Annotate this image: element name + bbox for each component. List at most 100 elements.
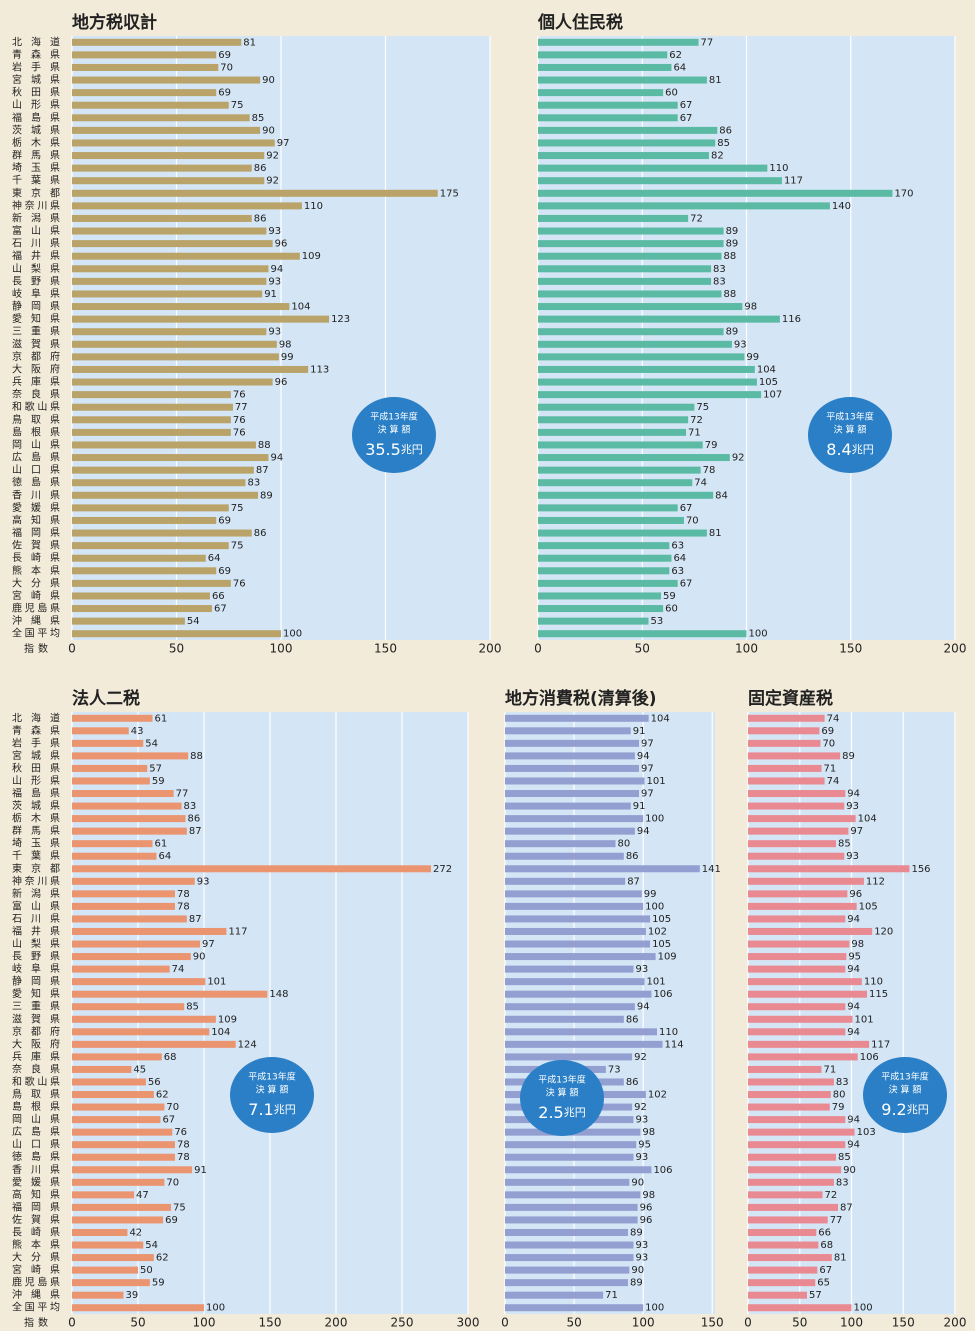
x-tick-label: 0	[68, 1316, 76, 1330]
value-label: 94	[847, 1002, 860, 1013]
category-label: 新潟県	[12, 887, 60, 900]
value-label: 83	[247, 478, 260, 489]
value-label: 76	[174, 1127, 187, 1138]
value-label: 96	[640, 1202, 653, 1213]
category-label: 長崎県	[12, 551, 60, 564]
bar	[748, 1128, 855, 1136]
value-label: 77	[701, 37, 714, 48]
value-label: 47	[136, 1190, 149, 1201]
bar	[72, 714, 153, 722]
bar	[72, 1141, 175, 1149]
value-label: 85	[186, 1002, 199, 1013]
category-label: 福島県	[12, 787, 60, 800]
value-label: 73	[608, 1064, 621, 1075]
value-label: 100	[283, 629, 302, 640]
badge-line1: 平成13年度	[881, 1071, 928, 1083]
value-label: 79	[832, 1102, 845, 1113]
category-label: 静岡県	[12, 975, 60, 988]
bar	[538, 466, 701, 474]
value-label: 105	[652, 939, 671, 950]
bar	[538, 89, 664, 97]
value-label: 80	[833, 1090, 846, 1101]
bar	[748, 1116, 846, 1124]
bar	[748, 1015, 853, 1023]
category-label: 宮崎県	[12, 1263, 60, 1276]
bar	[538, 51, 668, 59]
bar	[538, 454, 730, 462]
value-label: 106	[860, 1052, 879, 1063]
bar	[748, 1178, 834, 1186]
value-label: 62	[669, 50, 682, 61]
value-label: 57	[809, 1290, 822, 1301]
value-label: 63	[671, 566, 684, 577]
bar	[505, 840, 616, 848]
value-label: 67	[680, 503, 693, 514]
bar	[505, 852, 624, 860]
bar	[505, 1228, 628, 1236]
bar	[72, 63, 219, 71]
bar	[748, 1291, 807, 1299]
value-label: 105	[759, 377, 778, 388]
bar	[72, 479, 246, 487]
bar	[505, 940, 651, 948]
value-label: 93	[268, 226, 281, 237]
bar	[72, 1216, 164, 1224]
value-label: 59	[663, 591, 676, 602]
bar	[748, 764, 822, 772]
bar	[538, 277, 712, 285]
value-label: 114	[665, 1039, 684, 1050]
bar	[505, 1279, 628, 1287]
value-label: 63	[671, 541, 684, 552]
bar	[748, 1241, 819, 1249]
value-label: 115	[869, 989, 888, 1000]
category-label: 山形県	[12, 775, 60, 787]
bar	[748, 890, 848, 898]
category-label: 熊本県	[12, 1238, 60, 1251]
bar	[72, 965, 170, 973]
bar	[72, 865, 432, 873]
value-label: 97	[850, 826, 863, 837]
x-tick-label: 150	[701, 1316, 724, 1330]
value-label: 86	[626, 851, 639, 862]
value-label: 68	[820, 1240, 833, 1251]
category-label: 佐賀県	[12, 540, 60, 552]
value-label: 100	[749, 629, 768, 640]
value-label: 117	[784, 176, 803, 187]
value-label: 90	[631, 1177, 644, 1188]
bar	[748, 714, 825, 722]
bar	[72, 189, 438, 197]
bar	[72, 504, 229, 512]
value-label: 90	[843, 1165, 856, 1176]
x-tick-label: 300	[457, 1316, 480, 1330]
value-label: 86	[254, 213, 267, 224]
value-label: 57	[149, 763, 162, 774]
value-label: 76	[233, 390, 246, 401]
x-tick-label: 0	[68, 642, 76, 656]
value-label: 89	[726, 226, 739, 237]
bar	[72, 240, 273, 248]
value-label: 67	[819, 1265, 832, 1276]
bar	[505, 815, 644, 823]
x-tick-label: 100	[632, 1316, 655, 1330]
value-label: 43	[131, 726, 144, 737]
bar	[72, 290, 263, 298]
value-label: 99	[746, 352, 759, 363]
category-label: 東京都	[12, 862, 60, 875]
value-label: 62	[156, 1090, 169, 1101]
category-label: 島根県	[12, 1100, 60, 1113]
bar	[72, 378, 273, 386]
value-label: 77	[235, 402, 248, 413]
bar	[748, 840, 836, 848]
category-label: 青森県	[12, 724, 60, 737]
x-tick-label: 50	[169, 642, 184, 656]
value-label: 86	[254, 163, 267, 174]
bar	[538, 177, 782, 185]
value-label: 104	[291, 302, 310, 313]
value-label: 123	[331, 314, 350, 325]
bar	[748, 852, 845, 860]
value-label: 69	[821, 726, 834, 737]
category-label: 全国平均	[12, 1301, 60, 1314]
value-label: 74	[694, 478, 707, 489]
x-tick-label: 0	[744, 1316, 752, 1330]
bar	[72, 1065, 132, 1073]
